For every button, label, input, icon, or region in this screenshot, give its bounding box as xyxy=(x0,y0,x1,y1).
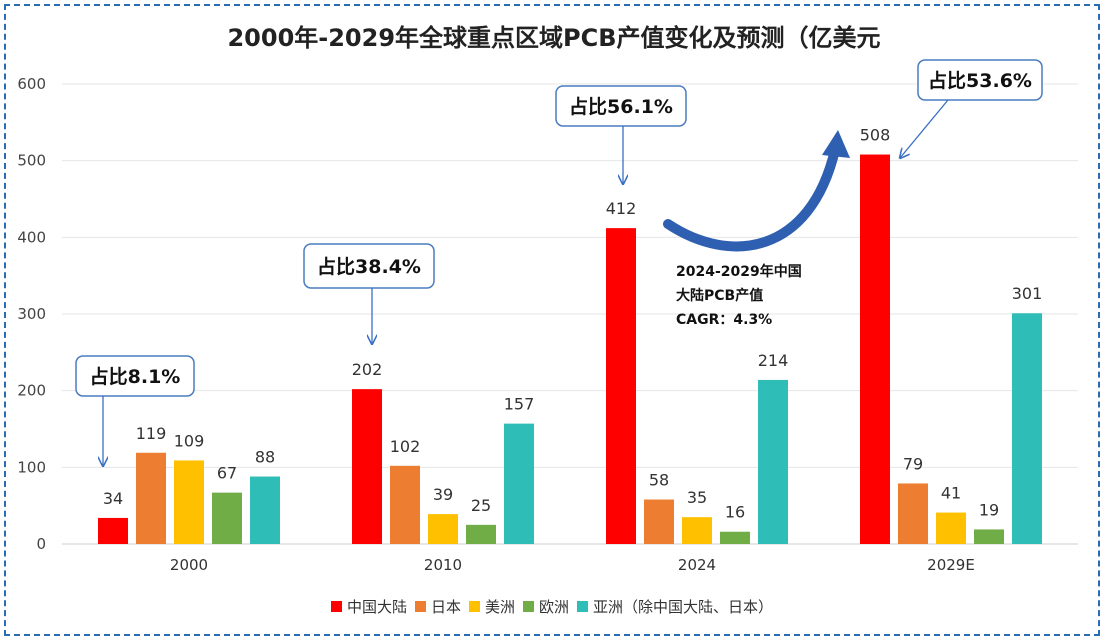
callout-2029: 占比53.6% xyxy=(900,59,1043,158)
value-label: 109 xyxy=(174,431,205,450)
legend: 中国大陆 日本 美洲 欧洲 亚洲（除中国大陆、日本） xyxy=(0,596,1108,617)
legend-item: 美洲 xyxy=(468,596,515,617)
bar xyxy=(898,483,928,544)
value-label: 58 xyxy=(649,471,669,490)
bar xyxy=(974,529,1004,544)
y-axis-ticks: 0 100 200 300 400 500 600 xyxy=(17,75,46,553)
x-tick-label: 2010 xyxy=(424,556,462,574)
legend-item: 中国大陆 xyxy=(330,596,407,617)
growth-curve-arrow xyxy=(663,145,840,252)
bar xyxy=(606,228,636,544)
legend-item: 日本 xyxy=(414,596,461,617)
y-tick-label: 0 xyxy=(36,535,46,553)
bar xyxy=(98,517,128,544)
value-label: 119 xyxy=(136,424,167,443)
svg-text:占比56.1%: 占比56.1% xyxy=(569,95,673,118)
svg-text:占比38.4%: 占比38.4% xyxy=(317,255,421,278)
callout-2000: 占比8.1% xyxy=(75,355,195,466)
legend-label: 日本 xyxy=(430,598,461,616)
legend-swatch xyxy=(468,601,480,612)
legend-swatch xyxy=(523,601,534,612)
x-tick-label: 2029E xyxy=(927,556,975,574)
value-label: 102 xyxy=(390,437,421,456)
bar xyxy=(352,389,382,544)
cagr-line-3: CAGR：4.3% xyxy=(676,312,772,328)
value-label: 79 xyxy=(903,454,923,473)
legend-label: 欧洲 xyxy=(539,598,570,616)
value-label: 35 xyxy=(687,488,707,507)
callout-2024: 占比56.1% xyxy=(555,85,687,184)
value-label: 157 xyxy=(504,395,535,414)
value-label: 19 xyxy=(979,500,999,519)
x-tick-label: 2000 xyxy=(170,556,208,574)
value-label: 508 xyxy=(860,126,891,145)
value-label: 25 xyxy=(471,496,491,515)
legend-swatch xyxy=(330,601,342,612)
legend-item: 欧洲 xyxy=(523,596,569,617)
value-label: 301 xyxy=(1012,284,1043,303)
value-label: 88 xyxy=(255,448,275,467)
value-label: 39 xyxy=(433,485,453,504)
y-tick-label: 400 xyxy=(17,228,46,246)
grid-lines xyxy=(62,83,1078,545)
y-tick-label: 600 xyxy=(17,75,46,93)
callout-2010: 占比38.4% xyxy=(303,243,435,344)
x-tick-label: 2024 xyxy=(678,556,716,574)
value-label: 202 xyxy=(352,360,383,379)
cagr-line-1: 2024-2029年中国 xyxy=(676,263,802,280)
bar xyxy=(644,499,674,544)
legend-swatch xyxy=(577,601,589,612)
value-label: 67 xyxy=(217,464,237,483)
bar xyxy=(136,452,166,544)
y-tick-label: 500 xyxy=(17,152,46,170)
legend-label: 美洲 xyxy=(484,598,515,616)
bar xyxy=(466,524,496,544)
bar xyxy=(860,154,890,545)
legend-label: 亚洲（除中国大陆、日本） xyxy=(593,598,774,616)
value-label: 16 xyxy=(725,503,745,522)
bar xyxy=(504,423,534,544)
bar xyxy=(936,512,966,544)
legend-swatch xyxy=(414,601,426,612)
cagr-line-2: 大陆PCB产值 xyxy=(676,287,763,304)
growth-arrow-head xyxy=(822,130,850,158)
bar xyxy=(720,531,750,544)
legend-item: 亚洲（除中国大陆、日本） xyxy=(577,596,773,617)
value-label: 412 xyxy=(606,199,637,218)
x-axis-ticks: 2000 2010 2024 2029E xyxy=(170,556,975,574)
bar xyxy=(390,465,420,544)
bar xyxy=(212,492,242,544)
bar xyxy=(682,517,712,544)
value-labels: 34 119 109 67 88 202 102 39 25 157 412 58 35 16 214 508… xyxy=(103,126,1042,522)
bars xyxy=(98,154,1042,545)
bar xyxy=(250,476,280,544)
chart-title: 2000年-2029年全球重点区域PCB产值变化及预测（亿美元 xyxy=(227,24,881,52)
bar xyxy=(174,460,204,544)
value-label: 41 xyxy=(941,484,961,503)
y-tick-label: 200 xyxy=(17,382,46,400)
dashed-frame xyxy=(4,4,1100,636)
y-tick-label: 300 xyxy=(17,305,46,323)
bar xyxy=(1012,313,1042,544)
svg-text:占比53.6%: 占比53.6% xyxy=(928,69,1032,92)
bar xyxy=(428,514,458,544)
legend-label: 中国大陆 xyxy=(346,598,407,616)
bar xyxy=(758,379,788,544)
svg-text:占比8.1%: 占比8.1% xyxy=(90,365,181,388)
y-tick-label: 100 xyxy=(17,458,46,476)
value-label: 214 xyxy=(758,351,789,370)
value-label: 34 xyxy=(103,489,123,508)
